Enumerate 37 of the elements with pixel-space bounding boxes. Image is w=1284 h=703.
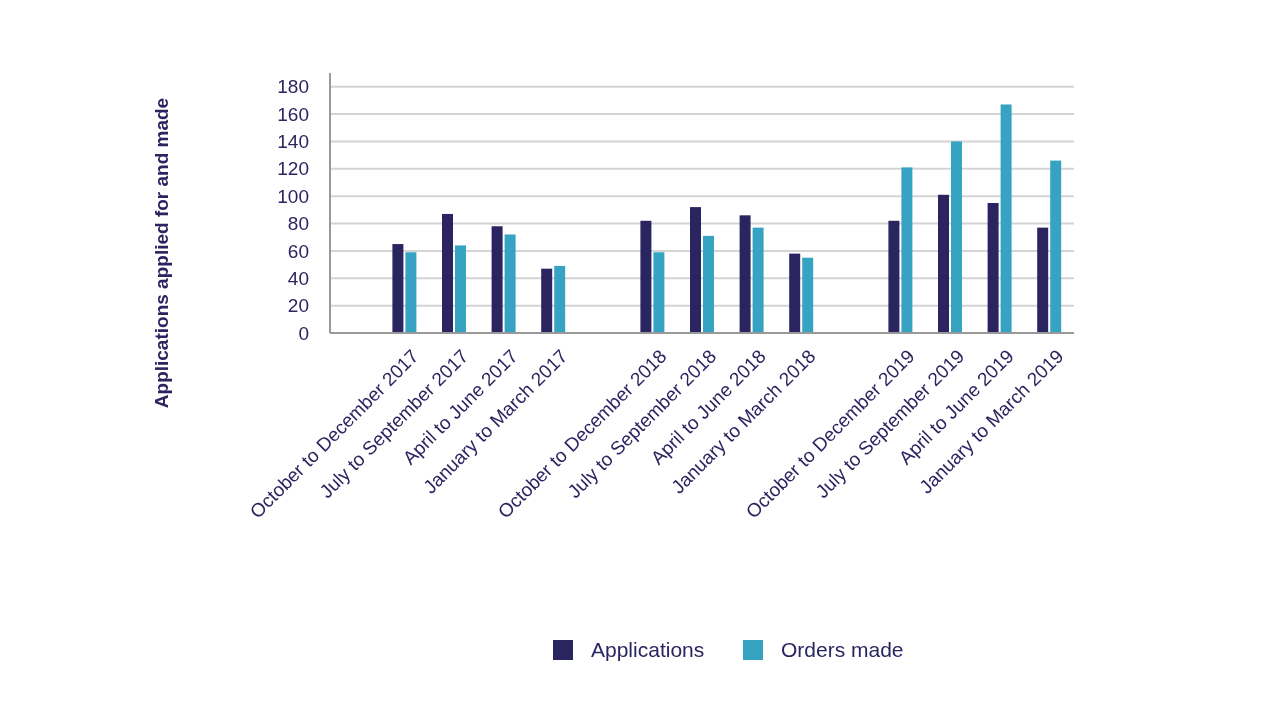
bar bbox=[951, 141, 962, 333]
bar bbox=[703, 235, 714, 333]
bar bbox=[504, 234, 516, 333]
bar bbox=[901, 167, 913, 333]
bar bbox=[554, 265, 566, 333]
bar bbox=[789, 253, 801, 333]
bar bbox=[987, 203, 999, 333]
y-tick-label: 160 bbox=[277, 103, 309, 125]
bar bbox=[455, 245, 466, 333]
bar bbox=[938, 194, 949, 333]
bar bbox=[739, 215, 751, 333]
y-tick-label: 0 bbox=[298, 322, 309, 344]
bar bbox=[802, 257, 814, 333]
y-tick-label: 80 bbox=[287, 213, 309, 235]
y-tick-label: 60 bbox=[287, 240, 309, 262]
y-tick-label: 20 bbox=[287, 295, 309, 317]
y-tick-label: 140 bbox=[277, 131, 309, 153]
bar bbox=[690, 207, 701, 333]
bar bbox=[640, 220, 652, 333]
y-tick-label: 120 bbox=[277, 158, 309, 180]
y-tick-label: 180 bbox=[277, 76, 309, 98]
bar bbox=[491, 226, 503, 333]
legend-label: Applications bbox=[591, 638, 705, 662]
y-axis-title: Applications applied for and made bbox=[151, 97, 172, 409]
y-tick-label: 100 bbox=[277, 185, 309, 207]
y-tick-label: 40 bbox=[287, 267, 309, 289]
legend-label: Orders made bbox=[781, 638, 904, 662]
bar bbox=[752, 227, 764, 333]
bar bbox=[541, 268, 553, 333]
bar bbox=[1037, 227, 1049, 333]
bar bbox=[405, 252, 417, 333]
bar bbox=[1050, 160, 1062, 333]
bar bbox=[888, 220, 900, 333]
bar bbox=[653, 252, 665, 333]
bar bbox=[392, 244, 404, 333]
bar bbox=[1000, 104, 1012, 333]
bar bbox=[442, 213, 453, 333]
